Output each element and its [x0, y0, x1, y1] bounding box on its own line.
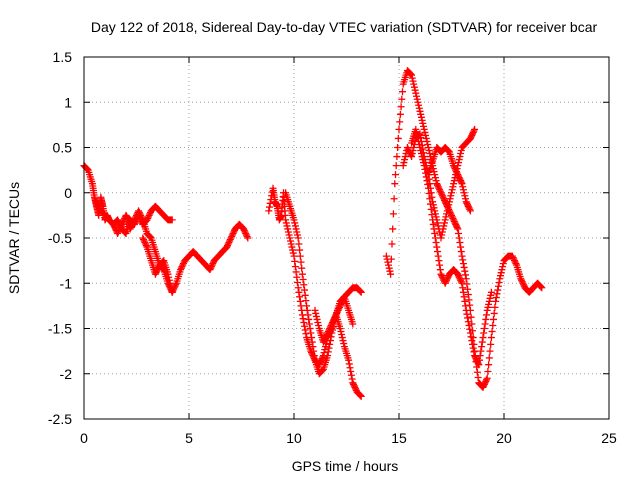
y-tick-label: 0 — [64, 185, 72, 201]
x-tick-label: 10 — [286, 430, 302, 446]
plot-frame — [83, 56, 610, 420]
x-tick-label: 0 — [80, 430, 88, 446]
x-tick-label: 5 — [185, 430, 193, 446]
series-track-B — [93, 198, 176, 237]
series-track-D — [265, 184, 365, 369]
y-tick-label: -1 — [60, 275, 73, 291]
y-tick-label: 1 — [64, 94, 72, 110]
x-tick-label: 20 — [496, 430, 512, 446]
data-point-markers — [382, 67, 546, 391]
series-track-G — [382, 67, 546, 391]
y-tick-label: -2.5 — [48, 411, 72, 427]
data-points — [80, 67, 546, 400]
data-point-markers — [424, 144, 474, 215]
grid — [84, 57, 609, 419]
y-tick-label: -0.5 — [48, 230, 72, 246]
y-tick-label: 0.5 — [53, 140, 73, 156]
y-tick-label: -2 — [60, 366, 73, 382]
series-track-J — [424, 144, 474, 215]
data-point-markers — [408, 125, 495, 369]
data-point-markers — [139, 234, 176, 296]
series-track-I — [408, 125, 495, 369]
data-point-markers — [282, 189, 365, 400]
data-point-markers — [93, 198, 176, 237]
series-track-F — [311, 293, 357, 346]
y-tick-label: 1.5 — [53, 49, 73, 65]
x-axis-label: GPS time / hours — [292, 458, 399, 474]
x-tick-label: 25 — [601, 430, 617, 446]
x-tick-label: 15 — [391, 430, 407, 446]
y-tick-label: -1.5 — [48, 321, 72, 337]
y-axis-label: SDTVAR / TECUs — [6, 182, 22, 294]
data-point-markers — [311, 293, 357, 346]
chart-title: Day 122 of 2018, Sidereal Day-to-day VTE… — [91, 19, 598, 35]
series-track-E — [282, 189, 365, 400]
data-point-markers — [265, 184, 365, 369]
series-track-C — [139, 234, 176, 296]
axis-ticks: 0 5 10 15 20 25 1.5 1 0.5 0 -0.5 -1 -1.5 -2 -2.5 — [48, 49, 617, 446]
